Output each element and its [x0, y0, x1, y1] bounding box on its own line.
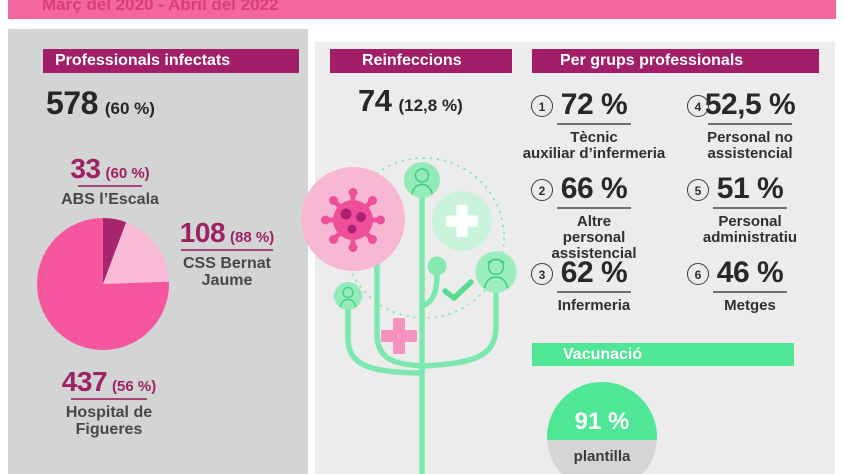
underline: [557, 123, 631, 125]
pink-cross-icon: [381, 318, 417, 354]
group-value: 46 %: [716, 256, 784, 289]
dotted-circle: [343, 157, 505, 319]
group-item-2: 2 66 % Altre personal assistencial: [520, 174, 668, 262]
groups-section-title: Per grups professionals: [532, 49, 819, 73]
underline: [708, 123, 792, 125]
group-item-3: 3 62 % Infermeria: [520, 258, 668, 314]
period-bar: Març del 2020 - Abril del 2022: [8, 0, 836, 19]
group-value: 62 %: [560, 256, 628, 289]
vaccination-section-title: Vacunació: [532, 343, 794, 366]
check-icon: [442, 279, 474, 301]
group-number-badge: 2: [531, 179, 553, 201]
group-number-badge: 6: [687, 263, 709, 285]
reinfections-total: 74 (12,8 %): [358, 83, 463, 118]
site-pct: (60 %): [105, 165, 150, 182]
group-label: Tècnic auxiliar d’infermeria: [522, 129, 666, 162]
period-text: Març del 2020 - Abril del 2022: [42, 0, 279, 14]
infected-pie-chart: [37, 218, 170, 350]
virus-icon: [321, 188, 385, 252]
reinfections-section-title: Reinfeccions: [330, 49, 512, 73]
vaccination-gauge-rest: plantilla: [547, 440, 657, 474]
site-css-bernat-jaume: 108 (88 %) CSS Bernat Jaume: [162, 217, 292, 290]
pie-slice-abs-escala: [103, 218, 127, 284]
vaccination-label: plantilla: [573, 448, 631, 465]
group-label: Infermeria: [557, 297, 631, 314]
group-item-5: 5 51 % Personal administratiu: [676, 174, 824, 246]
group-item-6: 6 46 % Metges: [676, 258, 824, 314]
site-value: 108: [179, 217, 226, 248]
person-icon-top: [404, 162, 440, 198]
group-value: 52,5 %: [704, 88, 796, 121]
group-item-4: 4 52,5 % Personal no assistencial: [676, 90, 824, 162]
site-value: 437: [61, 366, 108, 397]
site-label: Hospital de Figueres: [65, 404, 153, 438]
person-icon-woman: [475, 251, 517, 293]
virus-tree-illustration: [301, 157, 517, 474]
infected-section-title: Professionals infectats: [43, 49, 299, 73]
group-item-1: 1 72 % Tècnic auxiliar d’infermeria: [520, 90, 668, 162]
group-label: Metges: [724, 297, 776, 314]
infected-total-pct: (60 %): [104, 99, 155, 118]
group-label: Altre personal assistencial: [551, 213, 637, 262]
white-cross-icon: [446, 205, 478, 237]
site-abs-escala: 33 (60 %) ABS l’Escala: [44, 153, 176, 209]
group-number-badge: 5: [687, 179, 709, 201]
green-dot: [427, 256, 447, 276]
group-value: 72 %: [560, 88, 628, 121]
underline: [71, 398, 147, 400]
infected-total-value: 578: [46, 85, 98, 121]
group-label: Personal no assistencial: [707, 129, 793, 162]
site-label: ABS l’Escala: [61, 191, 159, 208]
site-label: CSS Bernat Jaume: [182, 255, 272, 289]
underline: [557, 291, 631, 293]
tree-stems: [345, 179, 499, 474]
infected-total: 578 (60 %): [46, 85, 155, 121]
pie-slice-hospital: [37, 218, 170, 350]
underline: [181, 249, 273, 251]
underline: [713, 207, 787, 209]
underline: [557, 207, 631, 209]
reinfections-pct: (12,8 %): [398, 96, 463, 115]
group-label: Personal administratiu: [702, 213, 798, 246]
site-value: 33: [70, 153, 101, 184]
site-pct: (88 %): [230, 229, 275, 246]
group-value: 66 %: [560, 172, 628, 205]
group-number-badge: 4: [687, 95, 709, 117]
person-icon-left: [333, 281, 363, 311]
pie-slice-css-bernat: [103, 222, 169, 284]
vaccination-value: 91 %: [574, 408, 630, 435]
site-pct: (56 %): [112, 378, 157, 395]
underline: [713, 291, 787, 293]
reinfections-value: 74: [358, 83, 392, 118]
site-hospital-figueres: 437 (56 %) Hospital de Figueres: [42, 366, 176, 439]
group-number-badge: 3: [531, 263, 553, 285]
group-number-badge: 1: [531, 95, 553, 117]
group-value: 51 %: [716, 172, 784, 205]
underline: [78, 185, 142, 187]
